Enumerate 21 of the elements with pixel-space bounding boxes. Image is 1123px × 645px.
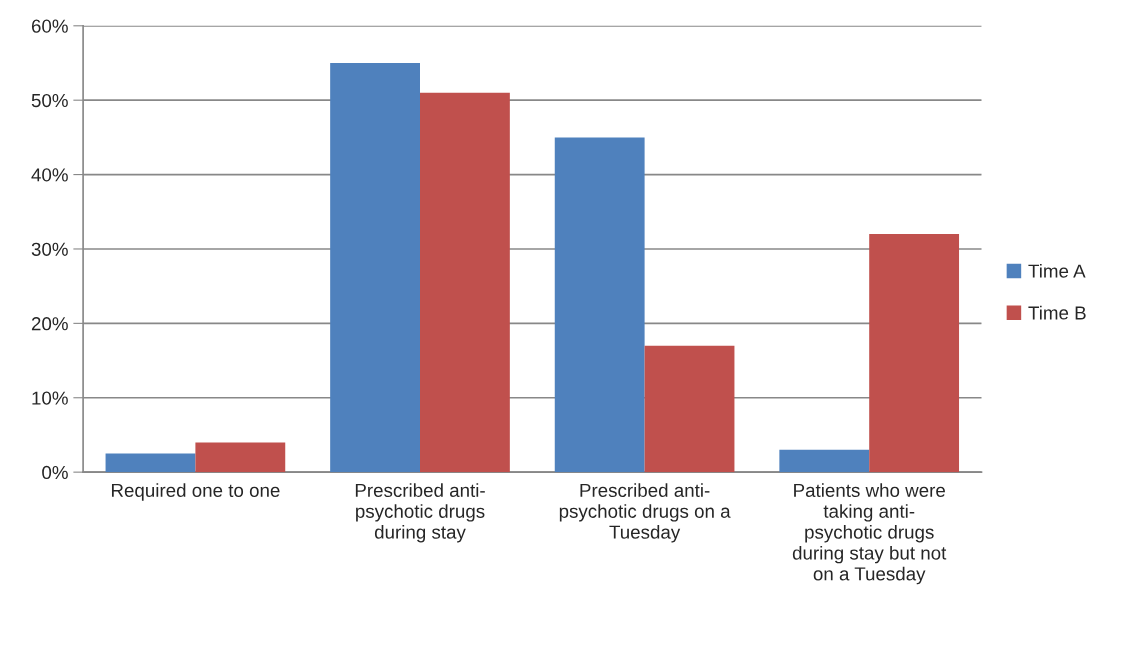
x-tick-label: Patients who were taking anti- psychotic drugs during stay but not on a Tuesday <box>792 483 947 585</box>
bar <box>420 92 510 473</box>
x-tick-label: Prescribed anti- psychotic drugs during stay <box>355 483 485 543</box>
legend-label: Time A <box>1028 263 1086 278</box>
bar <box>644 345 735 473</box>
y-tick-label: 60% <box>31 19 68 33</box>
y-tick-label: 50% <box>31 93 68 108</box>
y-tick-label: 30% <box>31 242 68 256</box>
y-tick-label: 40% <box>31 168 68 182</box>
bar <box>105 453 196 473</box>
y-tick-label: 0% <box>42 465 68 480</box>
legend-label: Time B <box>1028 305 1086 320</box>
bar <box>869 234 960 473</box>
bar <box>330 63 420 473</box>
x-tick-label: Prescribed anti- psychotic drugs on a Tuesday <box>559 483 731 543</box>
y-tick-label: 10% <box>32 391 68 405</box>
bar <box>779 449 870 473</box>
y-tick-label: 20% <box>31 317 68 331</box>
x-tick-label: Required one to one <box>111 483 280 501</box>
bar <box>554 137 645 473</box>
bar <box>195 442 286 473</box>
